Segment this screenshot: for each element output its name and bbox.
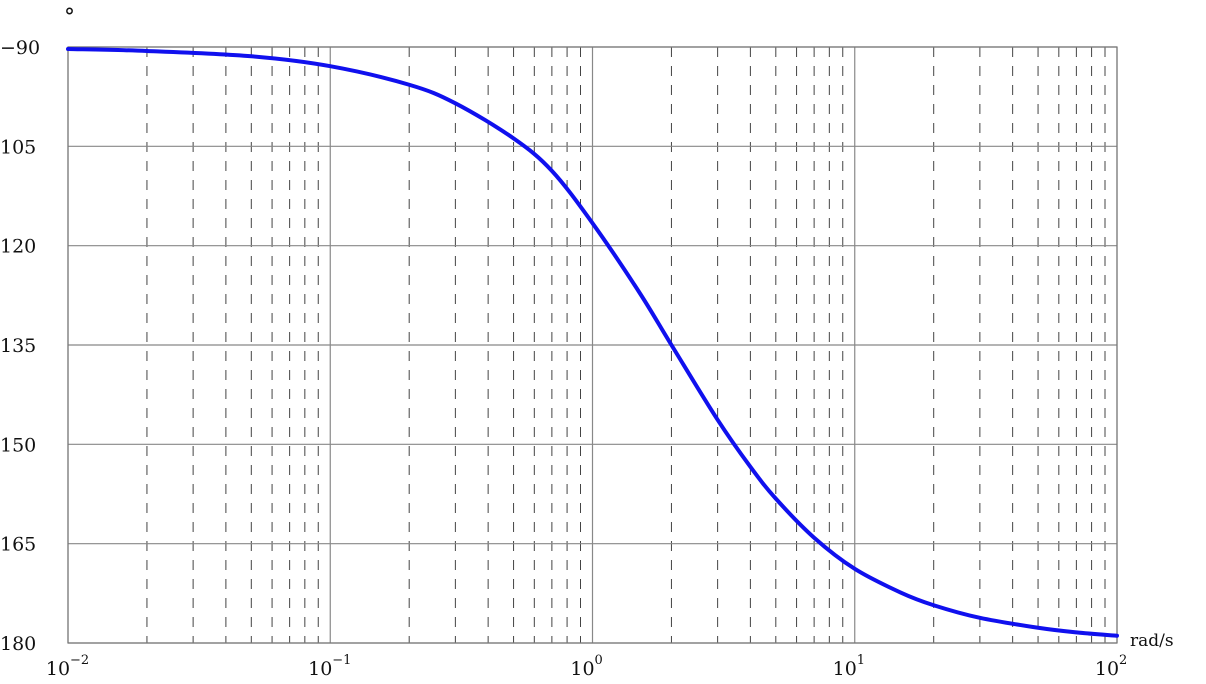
x-tick-exponent: 1 xyxy=(857,653,865,668)
x-tick-label: 10 −2 xyxy=(46,653,89,680)
x-tick-labels: 10 −2 10 −1 10 0 10 1 10 2 xyxy=(46,653,1127,680)
y-tick-label: 135 xyxy=(0,335,36,357)
y-tick-label: 120 xyxy=(0,236,36,258)
x-tick-base: 10 xyxy=(1095,658,1119,680)
x-tick-exponent: 2 xyxy=(1119,653,1127,668)
y-axis-unit-label: ° xyxy=(64,5,75,30)
y-tick-label: 150 xyxy=(0,434,36,456)
x-tick-exponent: −1 xyxy=(332,653,351,668)
plot-frame xyxy=(67,46,1118,644)
x-tick-exponent: 0 xyxy=(595,653,603,668)
major-grid xyxy=(67,46,1118,644)
x-tick-base: 10 xyxy=(308,658,332,680)
x-tick-base: 10 xyxy=(570,658,594,680)
x-tick-base: 10 xyxy=(46,658,70,680)
y-tick-labels: −90 105 120 135 150 165 180 xyxy=(0,37,40,655)
y-tick-label: 180 xyxy=(0,633,36,655)
x-tick-label: 10 0 xyxy=(570,653,602,680)
x-tick-label: 10 1 xyxy=(833,653,865,680)
x-tick-label: 10 2 xyxy=(1095,653,1127,680)
y-tick-label: 105 xyxy=(0,136,36,158)
phase-curve xyxy=(66,46,1119,638)
x-tick-label: 10 −1 xyxy=(308,653,351,680)
y-tick-label: −90 xyxy=(0,37,40,59)
y-tick-label: 165 xyxy=(0,534,36,556)
x-tick-exponent: −2 xyxy=(70,653,89,668)
x-axis-unit-label: rad/s xyxy=(1130,631,1174,651)
x-tick-base: 10 xyxy=(833,658,857,680)
